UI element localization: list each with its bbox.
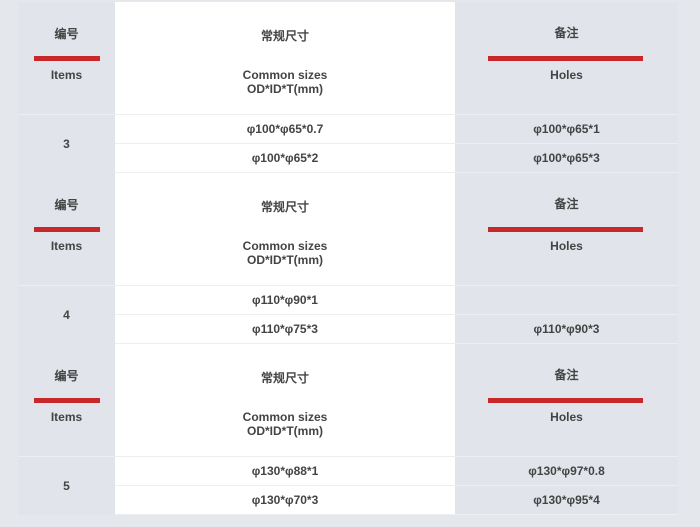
- items-cn-label: 编号: [54, 369, 79, 383]
- holes-en-label: Holes: [550, 239, 583, 253]
- size-cell: φ100*φ65*0.7: [115, 115, 455, 144]
- sizes-header: 常规尺寸 Common sizes OD*ID*T(mm): [115, 2, 455, 114]
- table-row: 4 φ110*φ90*1 φ110*φ75*3 φ110*φ90*3: [18, 286, 678, 344]
- red-divider: [488, 56, 643, 61]
- holes-cell: [455, 286, 678, 315]
- size-cell: φ110*φ75*3: [115, 315, 455, 344]
- holes-header: 备注 Holes: [455, 2, 678, 114]
- table-group: 编号 Items 常规尺寸 Common sizes OD*ID*T(mm) 备…: [18, 2, 678, 173]
- holes-cell: φ130*φ97*0.8: [455, 457, 678, 486]
- size-cell: φ130*φ70*3: [115, 486, 455, 515]
- items-en-label: Items: [50, 410, 83, 424]
- holes-en-label: Holes: [550, 410, 583, 424]
- sizes-en-label: Common sizes: [242, 410, 328, 424]
- items-header: 编号 Items: [18, 2, 115, 114]
- sizes-cn-label: 常规尺寸: [260, 371, 309, 385]
- sizes-header: 常规尺寸 Common sizes OD*ID*T(mm): [115, 173, 455, 285]
- table-row: 3 φ100*φ65*0.7 φ100*φ65*2 φ100*φ65*1 φ10…: [18, 115, 678, 173]
- holes-cn-label: 备注: [554, 197, 579, 211]
- sizes-header: 常规尺寸 Common sizes OD*ID*T(mm): [115, 344, 455, 456]
- holes-en-label: Holes: [550, 68, 583, 82]
- sizes-cn-label: 常规尺寸: [260, 200, 309, 214]
- table-group: 编号 Items 常规尺寸 Common sizes OD*ID*T(mm) 备…: [18, 173, 678, 344]
- table-header: 编号 Items 常规尺寸 Common sizes OD*ID*T(mm) 备…: [18, 344, 678, 457]
- holes-cell: φ130*φ95*4: [455, 486, 678, 515]
- items-header: 编号 Items: [18, 173, 115, 285]
- size-cell: φ100*φ65*2: [115, 144, 455, 173]
- items-en-label: Items: [50, 239, 83, 253]
- sizes-unit-label: OD*ID*T(mm): [246, 253, 323, 267]
- sizes-cn-label: 常规尺寸: [260, 29, 309, 43]
- size-cell: φ110*φ90*1: [115, 286, 455, 315]
- items-header: 编号 Items: [18, 344, 115, 456]
- table-row: 5 φ130*φ88*1 φ130*φ70*3 φ130*φ97*0.8 φ13…: [18, 457, 678, 515]
- sizes-en-label: Common sizes: [242, 68, 328, 82]
- red-divider: [34, 398, 100, 403]
- holes-cn-label: 备注: [554, 26, 579, 40]
- item-number: 5: [18, 457, 115, 515]
- holes-cell: φ110*φ90*3: [455, 315, 678, 344]
- sizes-table: 编号 Items 常规尺寸 Common sizes OD*ID*T(mm) 备…: [18, 2, 678, 515]
- item-number: 4: [18, 286, 115, 344]
- sizes-en-label: Common sizes: [242, 239, 328, 253]
- items-en-label: Items: [50, 68, 83, 82]
- holes-cn-label: 备注: [554, 368, 579, 382]
- holes-cell: φ100*φ65*3: [455, 144, 678, 173]
- item-number: 3: [18, 115, 115, 173]
- table-group: 编号 Items 常规尺寸 Common sizes OD*ID*T(mm) 备…: [18, 344, 678, 515]
- holes-header: 备注 Holes: [455, 173, 678, 285]
- items-cn-label: 编号: [54, 27, 79, 41]
- red-divider: [34, 227, 100, 232]
- red-divider: [34, 56, 100, 61]
- items-cn-label: 编号: [54, 198, 79, 212]
- table-header: 编号 Items 常规尺寸 Common sizes OD*ID*T(mm) 备…: [18, 173, 678, 286]
- holes-cell: φ100*φ65*1: [455, 115, 678, 144]
- red-divider: [488, 398, 643, 403]
- sizes-unit-label: OD*ID*T(mm): [246, 424, 323, 438]
- holes-header: 备注 Holes: [455, 344, 678, 456]
- red-divider: [488, 227, 643, 232]
- size-cell: φ130*φ88*1: [115, 457, 455, 486]
- table-header: 编号 Items 常规尺寸 Common sizes OD*ID*T(mm) 备…: [18, 2, 678, 115]
- sizes-unit-label: OD*ID*T(mm): [246, 82, 323, 96]
